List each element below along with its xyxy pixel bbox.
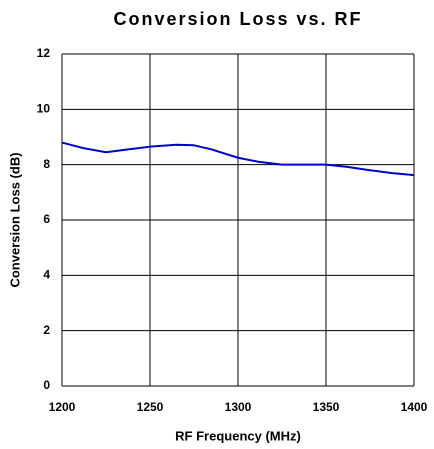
x-tick-label: 1250 [137,400,164,414]
x-tick-label: 1400 [401,400,428,414]
x-axis-label: RF Frequency (MHz) [175,428,301,443]
data-line [61,141,415,177]
y-axis-label: Conversion Loss (dB) [7,152,22,287]
y-tick-label: 10 [37,102,51,116]
x-tick-label: 1350 [313,400,340,414]
y-tick-label: 0 [43,378,50,392]
chart-title: Conversion Loss vs. RF [113,9,362,29]
y-tick-label: 8 [43,157,50,171]
y-tick-label: 6 [43,212,50,226]
x-tick-label: 1200 [49,400,76,414]
x-tick-label: 1300 [225,400,252,414]
y-tick-label: 4 [43,268,50,282]
y-tick-label: 2 [43,323,50,337]
y-tick-label: 12 [37,46,51,60]
